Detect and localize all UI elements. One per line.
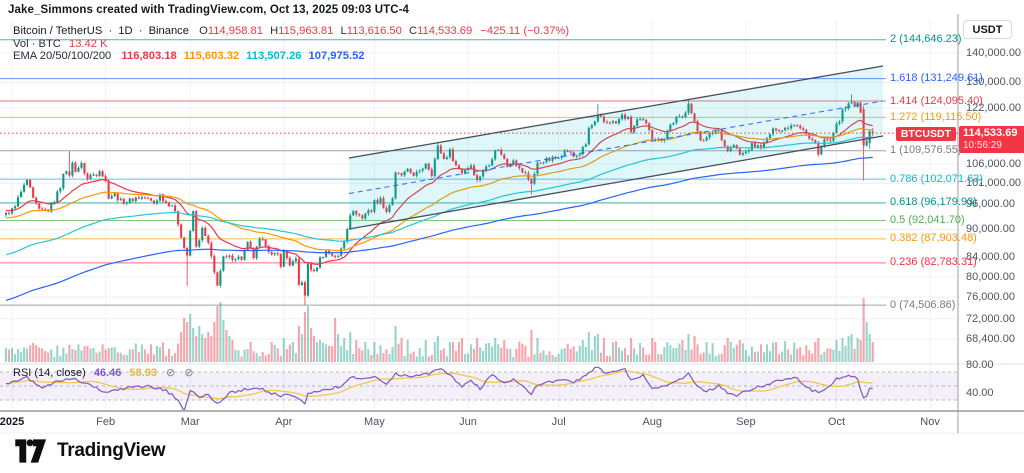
hidden-output-icon[interactable]: ⊘	[166, 367, 176, 379]
tradingview-logo-icon	[15, 439, 47, 463]
fib-level-label[interactable]: 1 (109,576.55)	[890, 144, 962, 157]
fib-level-label[interactable]: 1.414 (124,095.40)	[890, 94, 983, 107]
ema-legend-value: 116,803.18	[121, 50, 177, 62]
rsi-tick-label: 40.00	[966, 387, 994, 399]
fib-level-label[interactable]: 0.5 (92,041.70)	[890, 214, 965, 227]
time-tick-label: Jul	[551, 416, 566, 428]
price-tick-label: 72,000.00	[966, 312, 1015, 325]
price-tick-label: 96,000.00	[966, 197, 1015, 210]
symbol-price-badge: BTCUSDT	[895, 127, 956, 141]
time-tick-label: Aug	[642, 416, 663, 428]
time-tick-label: May	[364, 416, 385, 428]
hidden-output-icon[interactable]: ⊘	[184, 367, 194, 379]
ema-50-line	[5, 127, 873, 252]
rsi-tick-label: 80.00	[966, 359, 994, 371]
change-value: −425.11 (−0.37%)	[480, 25, 570, 37]
exchange-label: Binance	[148, 25, 189, 37]
price-tick-label: 106,000.00	[966, 158, 1022, 171]
fib-level-label[interactable]: 1.272 (119,115.50)	[890, 110, 982, 123]
price-tick-label: 68,400.00	[966, 333, 1015, 346]
last-price-badge: 114,533.69 10:56:29	[959, 126, 1024, 153]
rsi-ma-value: 58.93	[129, 367, 157, 379]
time-tick-label: Apr	[275, 416, 293, 428]
tradingview-logo[interactable]: TradingView	[14, 438, 166, 464]
bar-countdown: 10:56:29	[963, 139, 1002, 151]
volume-label: Vol · BTC	[13, 38, 61, 50]
fib-level-label[interactable]: 1.618 (131,249.61)	[890, 72, 983, 85]
ema-100-line	[5, 136, 873, 256]
interval-label: 1D	[118, 25, 133, 37]
fib-extension-lines	[0, 39, 886, 306]
time-tick-label: Feb	[96, 416, 116, 428]
time-tick-label: Mar	[180, 416, 200, 428]
ema-200-line	[5, 156, 873, 301]
pane-borders	[0, 14, 1024, 434]
fib-level-label[interactable]: 0.618 (96,179.93)	[890, 196, 977, 209]
symbol-legend-row[interactable]: Bitcoin / TetherUS · 1D · Binance O114,9…	[13, 25, 570, 37]
price-tick-label: 101,000.00	[966, 177, 1022, 190]
time-tick-label: Jun	[459, 416, 477, 428]
price-tick-label: 80,000.00	[966, 270, 1015, 283]
time-tick-label: Sep	[736, 416, 756, 428]
volume-bars	[4, 298, 874, 362]
price-tick-label: 140,000.00	[966, 46, 1022, 59]
price-tick-label: 90,000.00	[966, 223, 1015, 236]
price-tick-label: 76,000.00	[966, 291, 1015, 304]
volume-legend-row[interactable]: Vol · BTC 13.42 K	[13, 38, 108, 50]
ema-legend-row[interactable]: EMA 20/50/100/200 116,803.18 115,603.32 11…	[13, 50, 365, 62]
fib-level-label[interactable]: 0 (74,506.86)	[890, 298, 956, 311]
ema-values: 116,803.18 115,603.32 113,507.26 107,975.52	[114, 50, 364, 62]
rsi-value: 46.46	[93, 367, 122, 379]
ema-lines	[5, 119, 873, 301]
ema-legend-value: 107,975.52	[308, 50, 365, 62]
fib-level-label[interactable]: 0.236 (82,783.31)	[890, 256, 977, 269]
fib-level-label[interactable]: 0.786 (102,071.63)	[890, 172, 983, 185]
price-tick-label: 84,000.00	[966, 251, 1015, 264]
fib-level-label[interactable]: 0.382 (87,903.48)	[890, 232, 977, 245]
grid-lines	[0, 20, 958, 411]
symbol-name: Bitcoin / TetherUS	[13, 25, 103, 37]
currency-toggle-button[interactable]: USDT	[963, 20, 1012, 39]
attribution-text: Jake_Simmons created with TradingView.co…	[8, 4, 410, 16]
ohlc-values: O114,958.81 H115,963.81 L113,616.50 C114…	[199, 25, 570, 37]
ema-label: EMA 20/50/100/200	[13, 50, 112, 62]
rsi-line	[5, 366, 873, 410]
rsi-ma-line	[5, 370, 873, 400]
fib-level-label[interactable]: 2 (144,646.23)	[890, 33, 962, 46]
time-tick-label: Oct	[827, 416, 846, 428]
rsi-pane	[0, 363, 1024, 410]
rsi-legend-row[interactable]: RSI (14, close) 46.46 58.93 ⊘ ⊘	[13, 366, 194, 379]
tradingview-logo-text: TradingView	[57, 440, 166, 461]
trend-channel	[348, 65, 884, 230]
rsi-label: RSI (14, close)	[13, 367, 86, 379]
price-tick-label: 130,000.00	[966, 76, 1022, 89]
ema-legend-value: 113,507.26	[246, 50, 302, 62]
time-tick-label: 2025	[0, 416, 25, 428]
price-tick-label: 122,000.00	[966, 101, 1022, 114]
ema-legend-value: 115,603.32	[183, 50, 240, 62]
time-tick-label: Nov	[920, 416, 940, 428]
last-price: 114,533.69	[963, 127, 1018, 139]
volume-value: 13.42 K	[68, 38, 108, 50]
